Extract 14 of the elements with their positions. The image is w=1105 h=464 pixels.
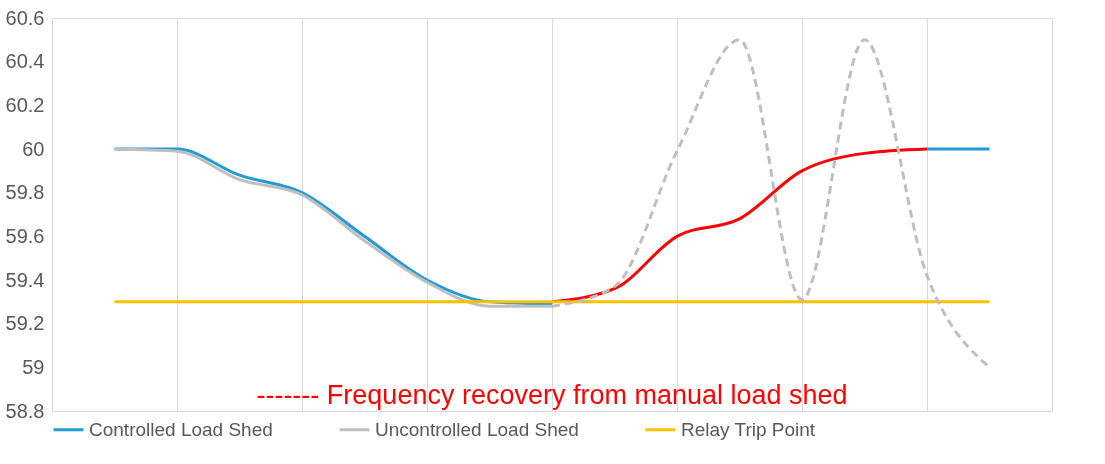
y-tick-label: 60.2 [5,93,45,116]
y-tick-label: 59.8 [5,181,45,204]
y-tick-label: 59.6 [5,224,45,247]
legend-label: Controlled Load Shed [89,418,273,440]
legend-label: Uncontrolled Load Shed [375,418,579,440]
y-tick-label: 58.8 [5,399,45,422]
y-tick-label: 59.2 [5,312,45,335]
annotation: ------- Frequency recovery from manual load shed [256,380,848,410]
y-tick-label: 60.6 [5,6,45,29]
y-tick-label: 59 [22,355,45,378]
legend-label: Relay Trip Point [681,418,816,440]
y-tick-label: 60 [22,137,45,160]
y-tick-label: 60.4 [5,50,45,73]
y-tick-label: 59.4 [5,268,45,291]
